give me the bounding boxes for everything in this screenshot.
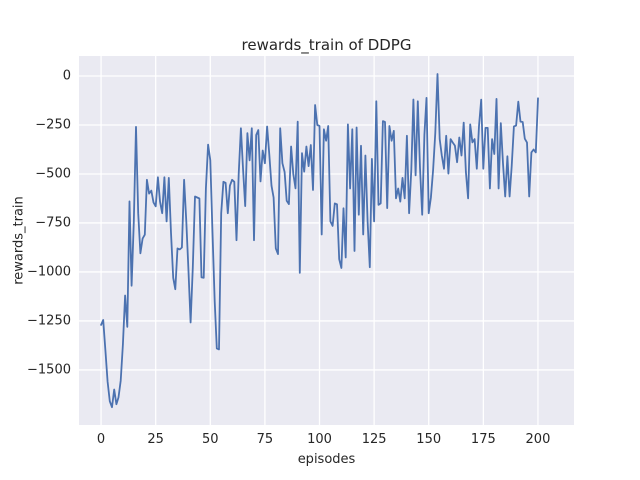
y-tick-label: −1500 bbox=[27, 362, 71, 378]
x-tick-label: 75 bbox=[256, 432, 274, 447]
y-tick-label: −750 bbox=[35, 215, 71, 231]
x-tick-label: 175 bbox=[470, 432, 496, 447]
y-tick-label: −250 bbox=[35, 117, 71, 133]
y-tick-label: −500 bbox=[35, 166, 71, 182]
x-axis-label: episodes bbox=[297, 452, 356, 467]
y-axis-label: rewards_train bbox=[11, 196, 27, 285]
axes-background bbox=[79, 56, 574, 425]
x-tick-label: 25 bbox=[147, 432, 164, 447]
chart-title: rewards_train of DDPG bbox=[241, 36, 412, 54]
y-tick-label: −1000 bbox=[27, 264, 71, 280]
x-tick-label: 150 bbox=[416, 432, 442, 447]
x-tick-label: 100 bbox=[307, 432, 332, 447]
y-tick-label: −1250 bbox=[27, 313, 71, 329]
y-tick-label: 0 bbox=[62, 68, 71, 84]
x-tick-label: 200 bbox=[525, 432, 551, 447]
x-tick-label: 125 bbox=[361, 432, 387, 447]
x-tick-label: 0 bbox=[96, 432, 106, 447]
x-tick-label: 50 bbox=[202, 432, 219, 447]
line-series bbox=[100, 73, 539, 409]
